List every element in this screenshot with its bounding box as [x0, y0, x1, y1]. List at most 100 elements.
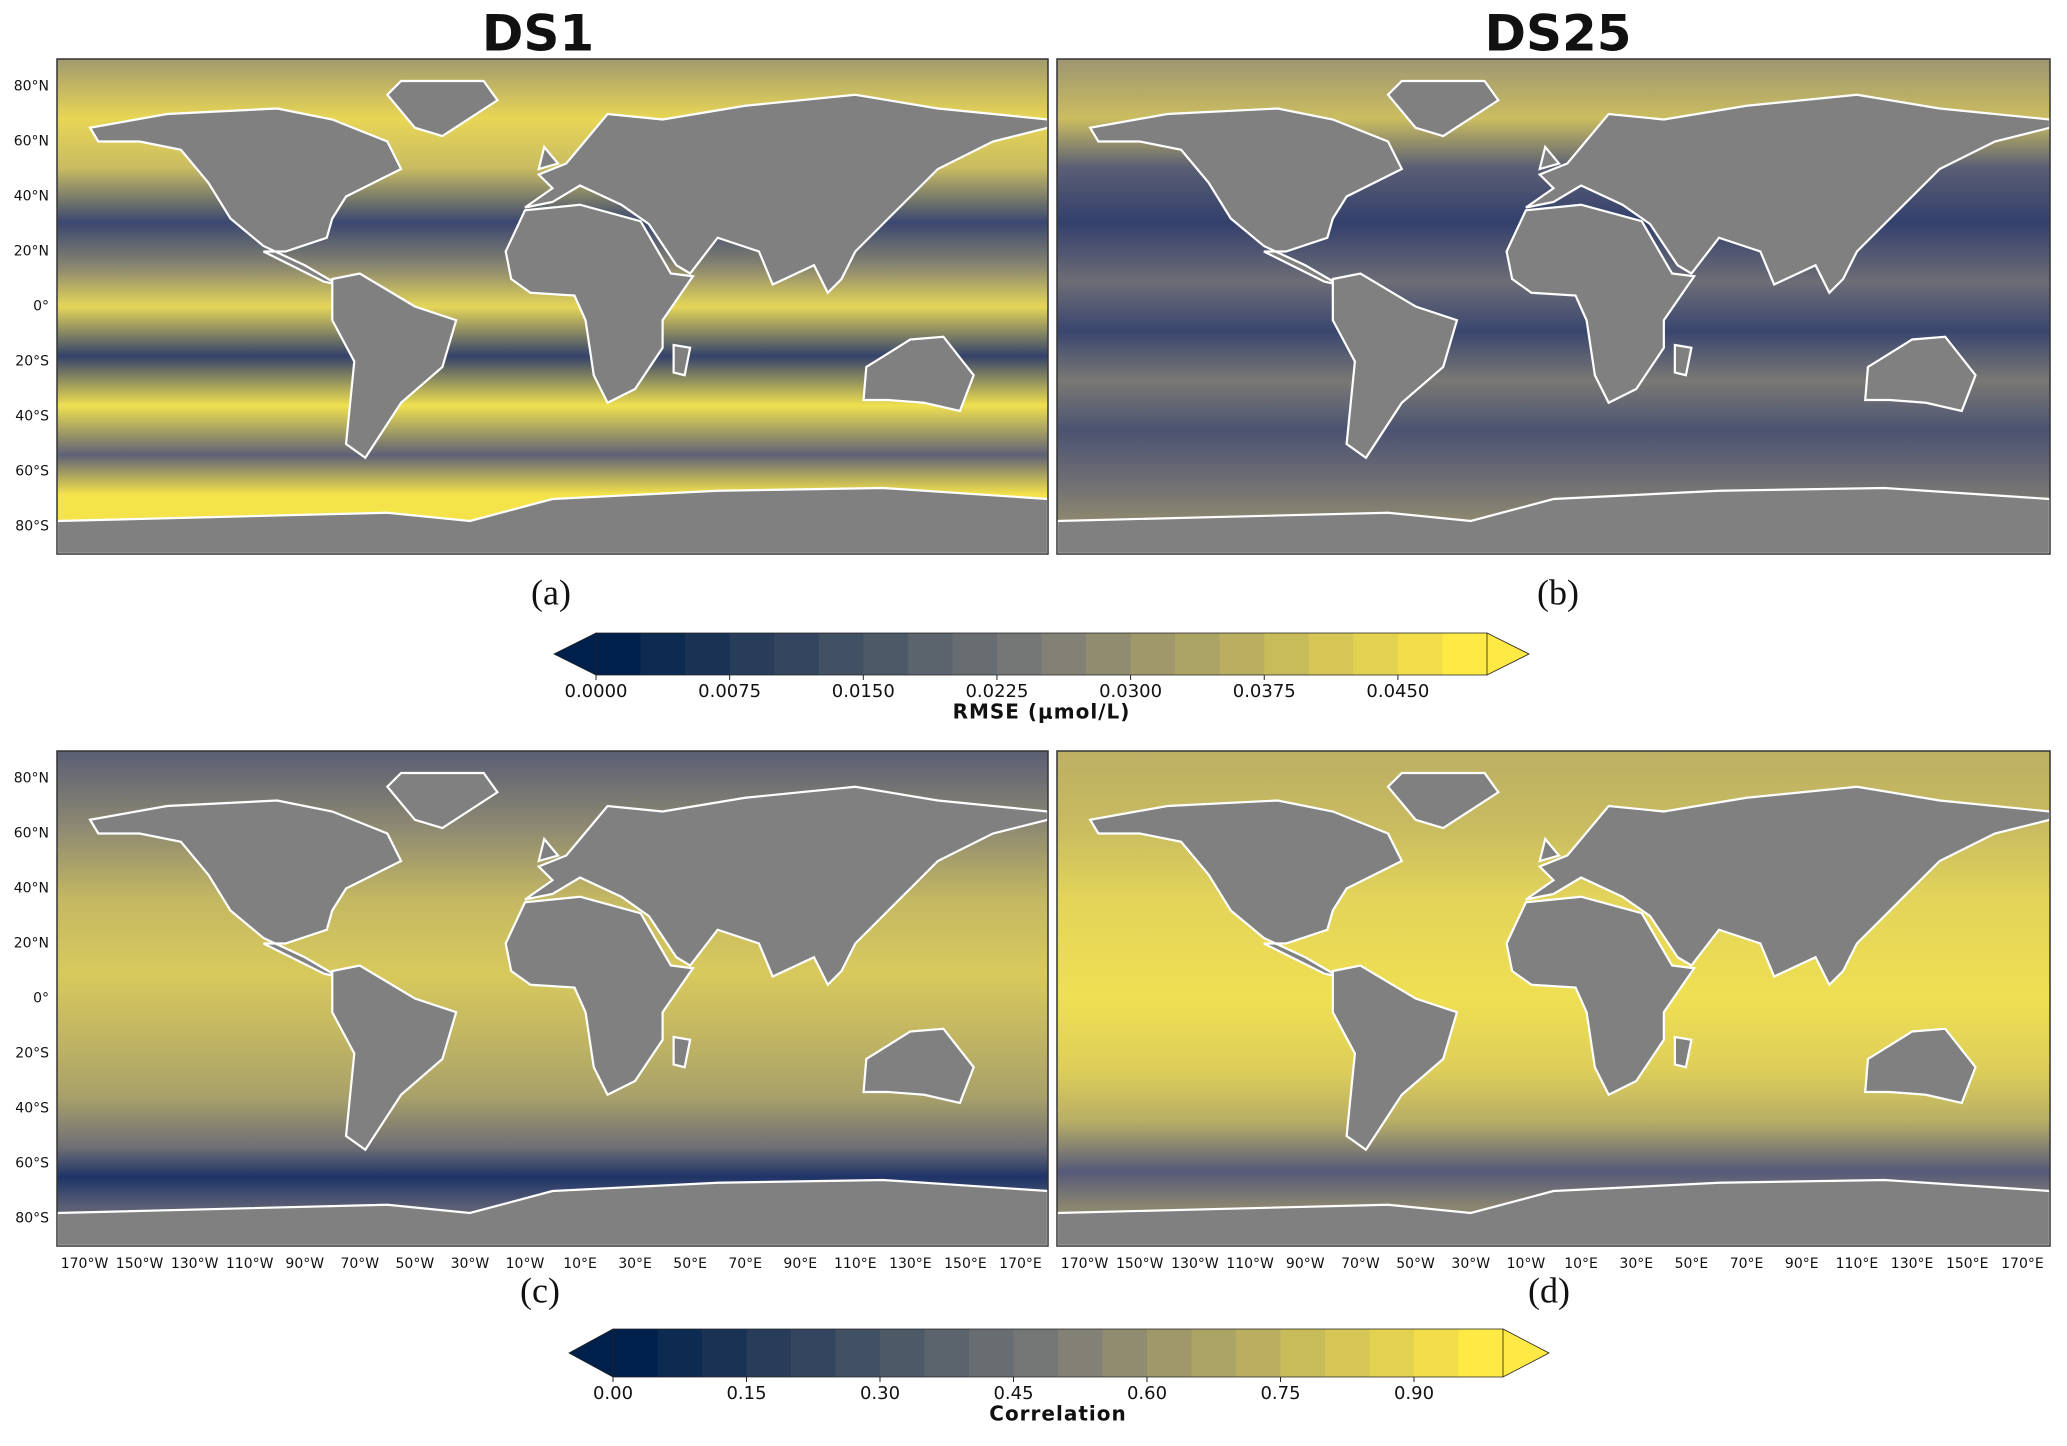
colorbar-band	[1458, 1329, 1504, 1377]
colorbar-band	[924, 1329, 970, 1377]
colorbar-band	[1264, 633, 1310, 675]
lon-tick-label: 50°W	[1396, 1256, 1435, 1272]
colorbar-band	[863, 633, 909, 675]
lat-tick-label: 20°S	[15, 354, 49, 370]
panel-label: (a)	[531, 572, 571, 612]
colorbar-tick-label: 0.0450	[1366, 681, 1429, 702]
colorbar-label: Correlation	[989, 1402, 1126, 1426]
colorbar-band	[1353, 633, 1399, 675]
lon-tick-label: 10°W	[1507, 1256, 1546, 1272]
colorbar-band	[613, 1329, 658, 1377]
colorbar-band	[1325, 1329, 1370, 1377]
lon-tick-label: 110°E	[1836, 1256, 1879, 1272]
colorbar-tick-label: 0.75	[1260, 1383, 1300, 1404]
lat-tick-label: 60°N	[14, 134, 49, 150]
panel-frame	[56, 58, 1049, 555]
lon-tick-label: 50°E	[1675, 1256, 1709, 1272]
colorbar-band	[1280, 1329, 1326, 1377]
panel-label: (d)	[1528, 1270, 1570, 1310]
colorbar-band	[702, 1329, 747, 1377]
colorbar-band	[1013, 1329, 1059, 1377]
colorbar-tick-label: 0.0000	[565, 681, 628, 702]
map-panel	[1057, 751, 2050, 1246]
lon-tick-label: 10°E	[1564, 1256, 1598, 1272]
colorbar-band	[835, 1329, 881, 1377]
colorbar-tick-label: 0.90	[1394, 1383, 1434, 1404]
lat-tick-label: 80°N	[14, 771, 49, 787]
lon-tick-label: 130°W	[1171, 1256, 1219, 1272]
colorbar-band	[729, 633, 775, 675]
lat-tick-label: 80°S	[15, 519, 49, 535]
colorbar-band	[1219, 633, 1265, 675]
lon-tick-label: 110°W	[226, 1256, 274, 1272]
colorbar-band	[1397, 633, 1443, 675]
colorbar-band	[907, 633, 953, 675]
colorbar-tick-label: 0.15	[726, 1383, 766, 1404]
colorbar-extend-low	[568, 1328, 614, 1378]
lon-tick-label: 130°E	[1891, 1256, 1934, 1272]
panel-title: DS25	[1484, 5, 1631, 63]
colorbar-band	[952, 633, 998, 675]
colorbar-band	[1442, 633, 1488, 675]
lon-tick-label: 150°E	[1946, 1256, 1989, 1272]
lon-tick-label: 70°W	[1341, 1256, 1380, 1272]
colorbar-extend-low	[553, 632, 597, 676]
colorbar-band	[1369, 1329, 1415, 1377]
map-panel	[1057, 59, 2050, 554]
colorbar-band	[657, 1329, 703, 1377]
colorbar-band	[685, 633, 731, 675]
colorbar-band	[1086, 633, 1132, 675]
map-panel	[57, 751, 1048, 1246]
lon-tick-label: 110°E	[834, 1256, 877, 1272]
colorbar-band	[818, 633, 864, 675]
colorbar-band	[1041, 633, 1087, 675]
lon-tick-label: 150°W	[116, 1256, 164, 1272]
panel-frame	[1056, 750, 2051, 1247]
lon-tick-label: 90°W	[285, 1256, 324, 1272]
colorbar-tick-label: 0.45	[993, 1383, 1033, 1404]
colorbar-tick-label: 0.0225	[965, 681, 1028, 702]
lon-tick-label: 50°E	[673, 1256, 707, 1272]
panel-label: (c)	[520, 1270, 560, 1310]
colorbar-band	[996, 633, 1042, 675]
lat-tick-label: 20°S	[15, 1046, 49, 1062]
lon-tick-label: 50°W	[396, 1256, 435, 1272]
colorbar-band	[880, 1329, 925, 1377]
lon-tick-label: 30°W	[1451, 1256, 1490, 1272]
colorbar-band	[1191, 1329, 1237, 1377]
colorbar-label: RMSE (μmol/L)	[953, 700, 1131, 724]
map-panel	[57, 59, 1048, 554]
lon-tick-label: 130°W	[171, 1256, 219, 1272]
lon-tick-label: 30°E	[1619, 1256, 1653, 1272]
lat-tick-label: 0°	[33, 991, 49, 1007]
colorbar-band	[1102, 1329, 1148, 1377]
lon-tick-label: 30°W	[451, 1256, 490, 1272]
lat-tick-label: 0°	[33, 299, 49, 315]
colorbar-extend-high	[1502, 1328, 1550, 1378]
lon-tick-label: 90°E	[1785, 1256, 1819, 1272]
lat-tick-label: 60°S	[15, 1156, 49, 1172]
panel-title: DS1	[482, 5, 594, 63]
lon-tick-label: 110°W	[1226, 1256, 1274, 1272]
lat-tick-label: 20°N	[14, 936, 49, 952]
colorbar-band	[746, 1329, 792, 1377]
lon-tick-label: 170°W	[1061, 1256, 1109, 1272]
colorbar-band	[1130, 633, 1176, 675]
lat-tick-label: 40°S	[15, 1101, 49, 1117]
lon-tick-label: 130°E	[889, 1256, 932, 1272]
lat-tick-label: 80°N	[14, 79, 49, 95]
colorbar-band	[596, 633, 642, 675]
lon-tick-label: 90°E	[783, 1256, 817, 1272]
lon-tick-label: 170°E	[999, 1256, 1042, 1272]
panel-frame	[1056, 58, 2051, 555]
lon-tick-label: 10°E	[563, 1256, 597, 1272]
panel-label: (b)	[1537, 572, 1579, 612]
lon-tick-label: 70°W	[340, 1256, 379, 1272]
lat-tick-label: 60°S	[15, 464, 49, 480]
panel-frame	[56, 750, 1049, 1247]
colorbar-band	[774, 633, 820, 675]
colorbar-tick-label: 0.0375	[1233, 681, 1296, 702]
colorbar-tick-label: 0.60	[1127, 1383, 1167, 1404]
lon-tick-label: 170°W	[61, 1256, 109, 1272]
